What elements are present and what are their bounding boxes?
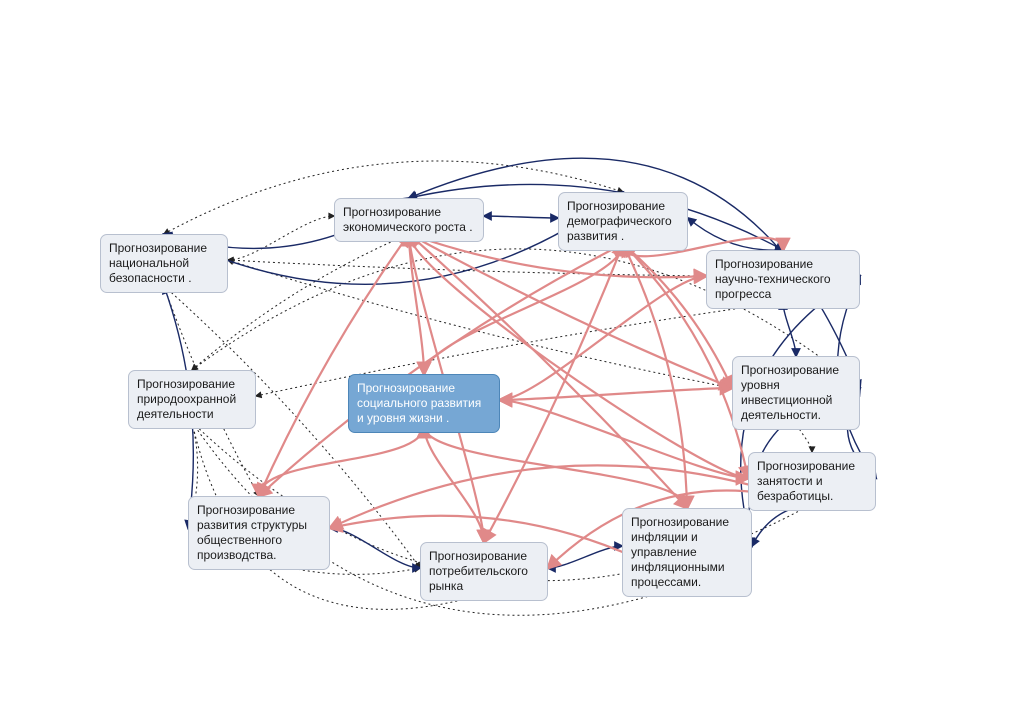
edge-demo-infl xyxy=(623,244,687,508)
edges-layer xyxy=(0,0,1013,712)
edge-demo-market xyxy=(484,244,623,542)
node-demo: Прогнозирование демографического развити… xyxy=(558,192,688,251)
edge-social-employ xyxy=(500,400,748,478)
edge-econ-demo xyxy=(484,216,558,218)
node-employ: Прогнозирование занятости и безработицы. xyxy=(748,452,876,511)
edge-demo-struct xyxy=(259,244,623,496)
edge-natsec-econ xyxy=(228,216,334,260)
node-natsec: Прогнозирование национальной безопасност… xyxy=(100,234,228,293)
edge-env-scitech xyxy=(256,302,783,396)
node-econ: Прогнозирование экономического роста . xyxy=(334,198,484,242)
node-market: Прогнозирование потребительского рынка xyxy=(420,542,548,601)
edge-social-econ xyxy=(409,234,424,374)
edge-econ-employ xyxy=(409,234,748,478)
edge-social-invest xyxy=(500,388,732,400)
edge-natsec-scitech xyxy=(228,260,706,276)
edge-econ-infl xyxy=(409,234,687,508)
edge-infl-market xyxy=(548,546,622,568)
node-env: Прогнозирование природоохранной деятельн… xyxy=(128,370,256,429)
edge-market-struct xyxy=(330,528,420,568)
node-social: Прогнозирование социального развития и у… xyxy=(348,374,500,433)
edge-social-demo xyxy=(424,244,623,374)
network-diagram: Прогнозирование национальной безопасност… xyxy=(0,0,1013,712)
edge-social-market xyxy=(424,426,484,542)
edge-scitech-invest xyxy=(783,302,796,356)
edge-demo-scitech xyxy=(688,218,783,250)
node-invest: Прогнозирование уровня инвестиционной де… xyxy=(732,356,860,430)
edge-econ-struct xyxy=(259,234,409,496)
edge-social-infl xyxy=(424,426,687,508)
edge-econ-invest xyxy=(409,234,732,388)
edge-social-scitech xyxy=(500,276,706,400)
node-infl: Прогнозирование инфляции и управление ин… xyxy=(622,508,752,597)
node-struct: Прогнозирование развития структуры общес… xyxy=(188,496,330,570)
node-scitech: Прогнозирование научно-технического прог… xyxy=(706,250,860,309)
edge-social-struct xyxy=(259,426,424,496)
edge-natsec-invest xyxy=(228,260,732,388)
